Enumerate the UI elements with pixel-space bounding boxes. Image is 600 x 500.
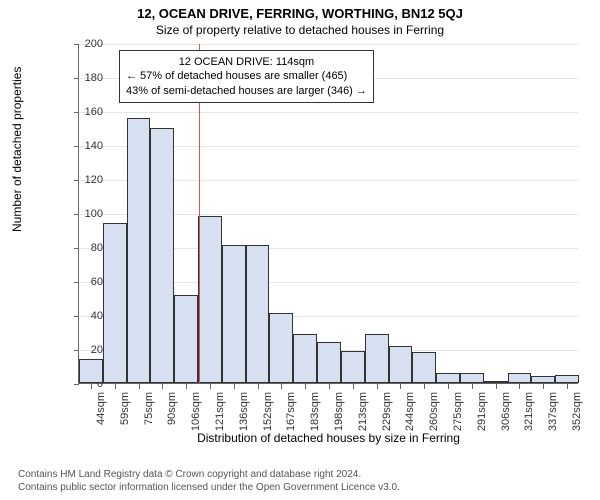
footer-attribution: Contains HM Land Registry data © Crown c… (18, 468, 400, 494)
x-tick-label: 229sqm (381, 392, 393, 431)
x-tick-label: 152sqm (262, 392, 274, 431)
x-axis-label: Distribution of detached houses by size … (197, 431, 460, 445)
y-tick (74, 350, 79, 351)
histogram-bar (246, 245, 270, 383)
histogram-bar (150, 128, 174, 383)
x-tick-label: 306sqm (500, 392, 512, 431)
histogram-bar (412, 352, 436, 383)
histogram-bar (198, 216, 222, 383)
x-tick (496, 384, 497, 389)
x-tick (258, 384, 259, 389)
x-tick (377, 384, 378, 389)
footer-line1: Contains HM Land Registry data © Crown c… (18, 468, 400, 481)
histogram-bar (269, 313, 293, 383)
x-tick-label: 213sqm (357, 392, 369, 431)
histogram-bar (79, 359, 103, 383)
y-tick (74, 214, 79, 215)
y-tick (74, 384, 79, 385)
y-tick (74, 248, 79, 249)
histogram-bar (436, 373, 460, 383)
histogram-bar (508, 373, 532, 383)
histogram-bar (460, 373, 484, 383)
x-tick-label: 136sqm (238, 392, 250, 431)
x-tick (329, 384, 330, 389)
histogram-bar (389, 346, 413, 383)
y-tick (74, 316, 79, 317)
gridline (79, 112, 578, 113)
x-tick-label: 275sqm (452, 392, 464, 431)
histogram-bar (222, 245, 246, 383)
histogram-bar (293, 334, 317, 383)
y-tick (74, 180, 79, 181)
x-tick (543, 384, 544, 389)
y-tick (74, 282, 79, 283)
x-tick (139, 384, 140, 389)
x-tick (210, 384, 211, 389)
y-tick (74, 78, 79, 79)
x-tick-label: 167sqm (285, 392, 297, 431)
y-tick (74, 44, 79, 45)
x-tick-label: 198sqm (333, 392, 345, 431)
gridline (79, 44, 578, 45)
x-tick-label: 59sqm (119, 392, 131, 425)
x-tick (472, 384, 473, 389)
plot-area: Distribution of detached houses by size … (78, 44, 578, 384)
x-tick-label: 183sqm (309, 392, 321, 431)
x-tick-label: 291sqm (476, 392, 488, 431)
y-tick (74, 146, 79, 147)
annotation-line1: 12 OCEAN DRIVE: 114sqm (126, 55, 367, 69)
histogram-bar (317, 342, 341, 383)
x-tick (400, 384, 401, 389)
histogram-bar (555, 375, 579, 384)
x-tick (186, 384, 187, 389)
x-tick (162, 384, 163, 389)
annotation-line2: ← 57% of detached houses are smaller (46… (126, 69, 367, 83)
y-tick (74, 112, 79, 113)
footer-line2: Contains public sector information licen… (18, 481, 400, 494)
x-tick (115, 384, 116, 389)
annotation-box: 12 OCEAN DRIVE: 114sqm ← 57% of detached… (119, 50, 374, 103)
x-tick (353, 384, 354, 389)
x-tick-label: 75sqm (143, 392, 155, 425)
y-axis-label: Number of detached properties (10, 66, 24, 231)
x-tick (281, 384, 282, 389)
x-tick-label: 337sqm (547, 392, 559, 431)
chart-title-main: 12, OCEAN DRIVE, FERRING, WORTHING, BN12… (0, 0, 600, 21)
x-tick-label: 260sqm (428, 392, 440, 431)
x-tick (305, 384, 306, 389)
histogram-bar (484, 381, 508, 383)
annotation-line3: 43% of semi-detached houses are larger (… (126, 84, 367, 98)
x-tick (567, 384, 568, 389)
histogram-bar (365, 334, 389, 383)
chart-container: Number of detached properties Distributi… (48, 44, 578, 419)
x-tick-label: 121sqm (214, 392, 226, 431)
histogram-bar (103, 223, 127, 383)
x-tick-label: 244sqm (404, 392, 416, 431)
x-tick (448, 384, 449, 389)
x-tick-label: 352sqm (571, 392, 583, 431)
histogram-bar (174, 295, 198, 383)
histogram-bar (341, 351, 365, 383)
histogram-bar (531, 376, 555, 383)
x-tick-label: 321sqm (523, 392, 535, 431)
x-tick-label: 44sqm (95, 392, 107, 425)
x-tick (91, 384, 92, 389)
histogram-bar (127, 118, 151, 383)
x-tick-label: 90sqm (166, 392, 178, 425)
x-tick-label: 106sqm (190, 392, 202, 431)
x-tick (424, 384, 425, 389)
x-tick (234, 384, 235, 389)
x-tick (519, 384, 520, 389)
